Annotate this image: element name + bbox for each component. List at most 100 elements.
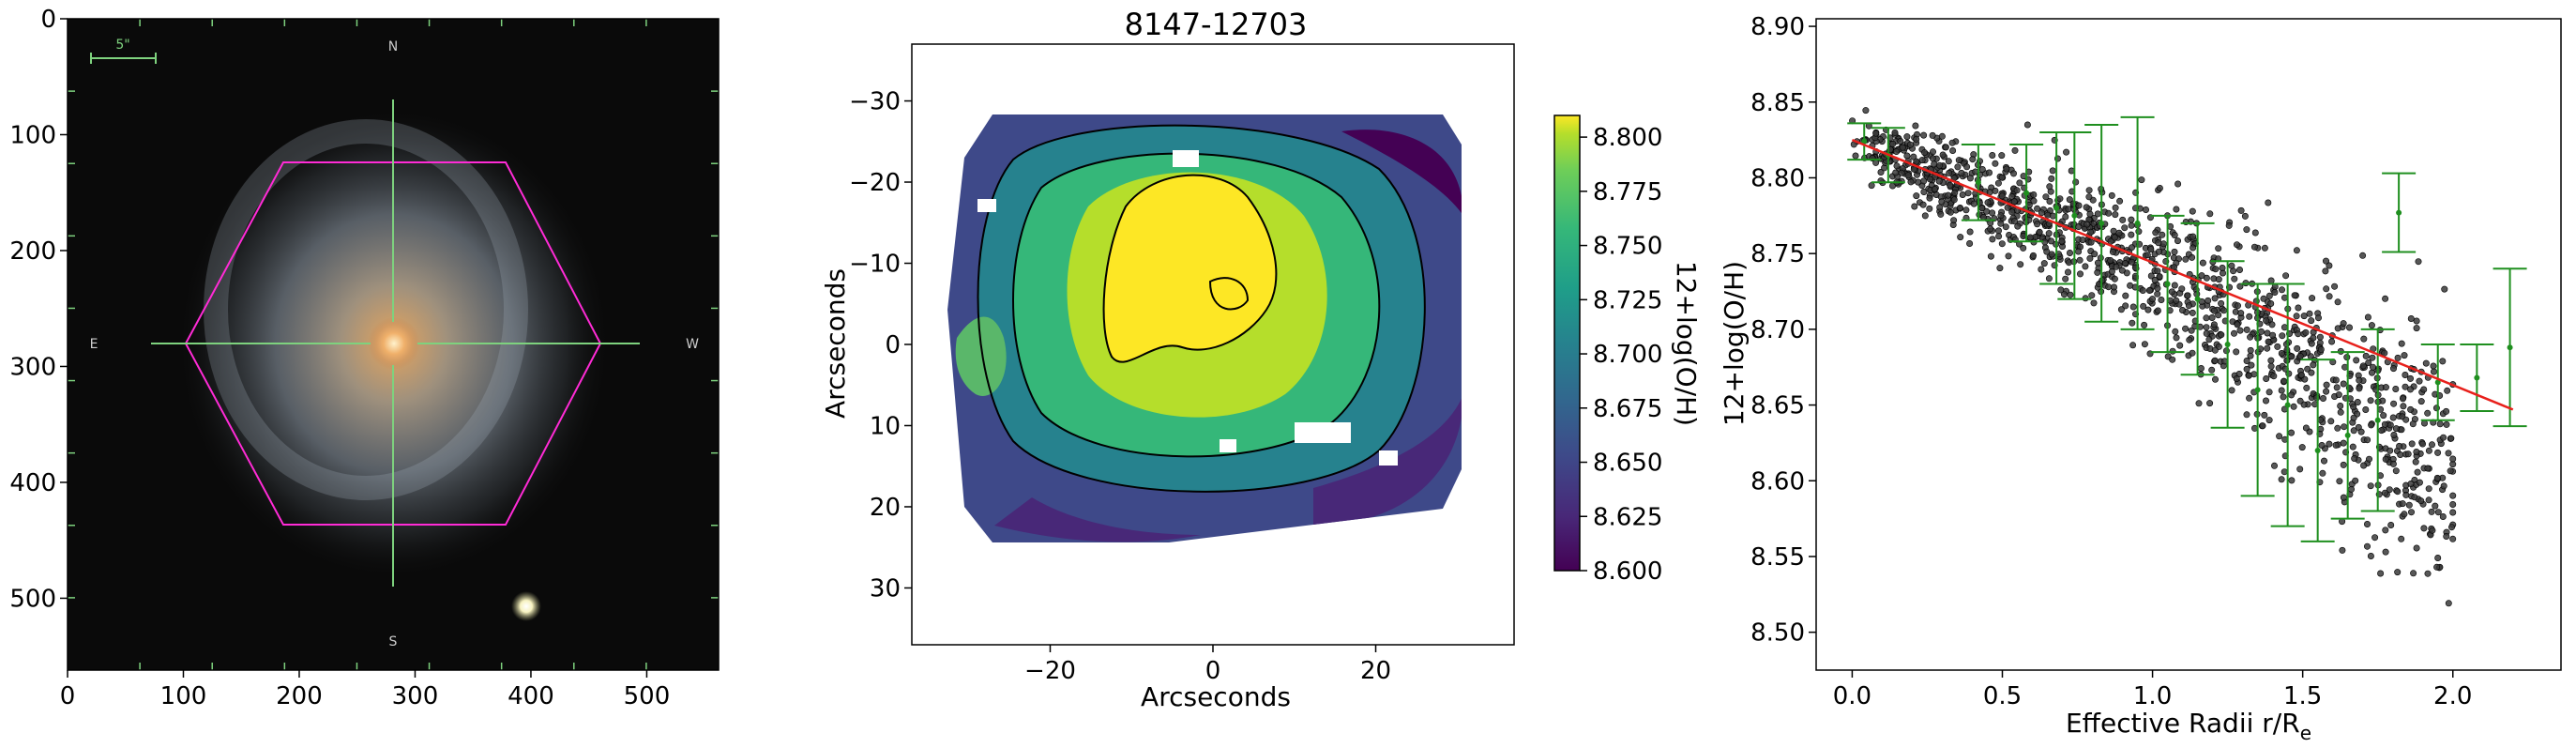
data-point xyxy=(2394,569,2402,576)
data-point xyxy=(2267,299,2275,307)
data-point xyxy=(2413,448,2420,455)
data-point xyxy=(2396,442,2403,450)
data-point xyxy=(2144,306,2152,313)
colorbar xyxy=(1553,114,1581,572)
data-point xyxy=(2182,255,2190,263)
data-point xyxy=(1930,148,1937,156)
data-point xyxy=(2315,314,2323,322)
data-point xyxy=(2005,252,2012,260)
data-point xyxy=(2392,385,2400,392)
data-point xyxy=(2228,262,2235,269)
errorbar-point xyxy=(2071,212,2078,219)
data-point xyxy=(2048,237,2055,245)
data-point xyxy=(2062,275,2069,282)
data-point xyxy=(2281,377,2288,385)
data-point xyxy=(2356,376,2363,384)
data-point xyxy=(1912,122,1919,130)
data-point xyxy=(2368,322,2375,329)
data-point xyxy=(2278,387,2285,394)
data-point xyxy=(2359,362,2367,370)
data-point xyxy=(2205,297,2212,304)
data-point xyxy=(2048,175,2055,182)
data-point xyxy=(2420,525,2428,532)
data-point xyxy=(2386,486,2393,494)
data-point xyxy=(1927,176,1934,183)
scatter-xlabel-subscript: e xyxy=(2300,722,2311,744)
data-point xyxy=(2203,314,2210,322)
errorbar-point xyxy=(2254,387,2261,393)
data-point xyxy=(2323,285,2330,293)
data-point xyxy=(2364,436,2371,444)
data-point xyxy=(2243,365,2250,373)
colorbar-axes: 8.800 8.775 8.750 8.725 8.700 8.675 8.650 8.625… xyxy=(1580,124,1662,586)
data-point xyxy=(2295,330,2302,338)
data-point xyxy=(2295,304,2302,312)
data-point xyxy=(2364,542,2371,550)
map-region-edge-dark xyxy=(1341,130,1462,216)
data-point xyxy=(1899,144,1906,151)
data-point xyxy=(2294,344,2301,352)
data-point xyxy=(2320,394,2327,402)
data-point xyxy=(2195,400,2203,407)
data-point xyxy=(2067,249,2074,256)
data-point xyxy=(2337,402,2344,409)
data-point xyxy=(2429,527,2436,534)
data-point xyxy=(2208,366,2216,374)
errorbar-point xyxy=(2023,190,2030,196)
data-point xyxy=(2340,439,2347,447)
data-point xyxy=(2129,258,2136,266)
data-point xyxy=(2392,467,2400,475)
data-point xyxy=(1945,191,1952,199)
data-point xyxy=(2407,480,2415,487)
data-point xyxy=(2424,465,2432,472)
data-point xyxy=(2407,374,2415,382)
data-point xyxy=(2371,534,2379,542)
data-point xyxy=(1950,196,1958,204)
data-point xyxy=(2327,418,2335,425)
errorbar-point xyxy=(2507,344,2513,351)
data-point xyxy=(2288,477,2296,484)
data-point xyxy=(2407,314,2415,322)
x-tick-label: 500 xyxy=(624,682,671,710)
data-point xyxy=(2323,381,2330,389)
data-point xyxy=(2407,386,2415,393)
data-point xyxy=(2439,512,2447,520)
data-point xyxy=(2417,497,2425,505)
data-point xyxy=(2308,317,2315,325)
colorbar-tick-label: 8.800 xyxy=(1593,124,1662,152)
y-tick-label: 300 xyxy=(9,353,56,381)
data-point xyxy=(2085,193,2093,201)
data-point xyxy=(2154,290,2161,298)
y-tick-label: 8.60 xyxy=(1750,467,1805,496)
data-point xyxy=(2259,422,2266,430)
data-point xyxy=(2365,359,2372,366)
data-point xyxy=(2380,412,2387,420)
data-point xyxy=(2394,488,2402,496)
data-point xyxy=(2174,180,2182,188)
data-point xyxy=(2340,494,2347,501)
data-point xyxy=(2151,276,2159,283)
panel1-axes: 0 100 200 300 400 500 0 100 200 300 400 500 xyxy=(9,6,670,710)
data-point xyxy=(2236,266,2244,273)
data-point xyxy=(2447,467,2454,475)
scatter-ylabel: 12+log(O/H) xyxy=(1719,261,1750,426)
data-point xyxy=(2034,221,2041,228)
data-point xyxy=(2246,394,2253,402)
data-point xyxy=(1921,212,1929,220)
data-point xyxy=(1959,191,1966,199)
data-point xyxy=(2414,468,2421,476)
data-point xyxy=(2309,295,2316,302)
data-point xyxy=(1911,203,1918,210)
data-point xyxy=(2155,248,2162,255)
data-point xyxy=(2002,223,2009,231)
data-point xyxy=(2265,199,2272,206)
data-point xyxy=(2267,277,2275,284)
data-point xyxy=(1947,208,1954,216)
data-point xyxy=(2271,288,2279,296)
data-point xyxy=(2122,292,2129,299)
data-point xyxy=(2348,485,2356,493)
data-point xyxy=(1907,178,1915,186)
data-point xyxy=(1954,163,1962,171)
scale-bar xyxy=(90,53,157,64)
data-point xyxy=(2350,404,2357,411)
